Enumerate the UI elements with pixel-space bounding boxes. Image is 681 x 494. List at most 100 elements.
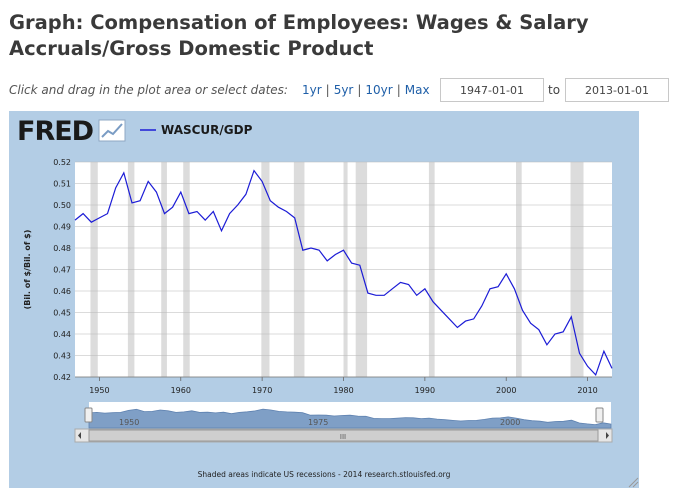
scroll-right-arrow-icon[interactable]	[606, 432, 609, 439]
data-point[interactable]	[74, 219, 77, 222]
fred-logo-chart-icon	[98, 119, 126, 142]
data-point[interactable]	[513, 287, 516, 290]
resize-grip-icon[interactable]	[628, 477, 639, 488]
x-tick-label: 1970	[252, 386, 272, 395]
range-10yr-link[interactable]: 10yr	[365, 83, 393, 97]
date-instruction: Click and drag in the plot area or selec…	[9, 83, 288, 97]
data-point[interactable]	[122, 171, 125, 174]
data-point[interactable]	[277, 206, 280, 209]
data-point[interactable]	[106, 212, 109, 215]
x-tick-label: 1950	[89, 386, 109, 395]
data-point[interactable]	[90, 221, 93, 224]
data-point[interactable]	[578, 352, 581, 355]
data-point[interactable]	[212, 210, 215, 213]
date-range-controls: Click and drag in the plot area or selec…	[9, 78, 679, 102]
data-point[interactable]	[342, 249, 345, 252]
data-point[interactable]	[204, 219, 207, 222]
data-point[interactable]	[375, 294, 378, 297]
data-point[interactable]	[334, 253, 337, 256]
data-point[interactable]	[383, 294, 386, 297]
data-point[interactable]	[114, 186, 117, 189]
navigator-label-2000: 2000	[500, 418, 520, 427]
data-point[interactable]	[415, 294, 418, 297]
range-5yr-link[interactable]: 5yr	[333, 83, 354, 97]
data-point[interactable]	[602, 350, 605, 353]
data-point[interactable]	[594, 373, 597, 376]
data-point[interactable]	[358, 264, 361, 267]
scrollbar-thumb[interactable]	[88, 429, 599, 442]
data-point[interactable]	[505, 272, 508, 275]
data-point[interactable]	[423, 287, 426, 290]
data-point[interactable]	[163, 212, 166, 215]
y-tick-label: 0.43	[53, 352, 71, 361]
x-tick-label: 2000	[496, 386, 516, 395]
data-point[interactable]	[285, 210, 288, 213]
data-point[interactable]	[147, 180, 150, 183]
data-point[interactable]	[529, 322, 532, 325]
fred-logo: FRED	[17, 116, 126, 147]
data-point[interactable]	[497, 285, 500, 288]
data-point[interactable]	[98, 216, 101, 219]
data-point[interactable]	[399, 281, 402, 284]
navigator-left-handle[interactable]	[84, 407, 93, 423]
data-point[interactable]	[293, 216, 296, 219]
y-tick-label: 0.47	[53, 266, 71, 275]
data-point[interactable]	[570, 315, 573, 318]
scrollbar-grip: III	[340, 433, 346, 441]
to-label: to	[548, 83, 561, 97]
chart-svg[interactable]: FRED WASCUR/GDP 0.42 0.43 0.44 0.45 0.46 0.47…	[9, 111, 639, 488]
data-point[interactable]	[228, 212, 231, 215]
data-point[interactable]	[318, 249, 321, 252]
data-point[interactable]	[562, 330, 565, 333]
range-max-link[interactable]: Max	[404, 83, 430, 97]
y-tick-label: 0.42	[53, 373, 71, 382]
data-point[interactable]	[480, 305, 483, 308]
navigator-right-handle[interactable]	[595, 407, 604, 423]
data-point[interactable]	[82, 212, 85, 215]
data-point[interactable]	[269, 199, 272, 202]
end-date-input[interactable]	[565, 78, 669, 102]
data-point[interactable]	[220, 229, 223, 232]
data-point[interactable]	[179, 191, 182, 194]
data-point[interactable]	[464, 320, 467, 323]
series-line-wascur-gdp	[74, 169, 613, 377]
navigator-series-area	[88, 408, 612, 429]
data-point[interactable]	[391, 287, 394, 290]
data-point[interactable]	[236, 204, 239, 207]
data-point[interactable]	[489, 287, 492, 290]
data-point[interactable]	[432, 300, 435, 303]
data-point[interactable]	[131, 201, 134, 204]
data-point[interactable]	[611, 367, 614, 370]
data-point[interactable]	[187, 212, 190, 215]
data-point[interactable]	[261, 180, 264, 183]
data-point[interactable]	[407, 283, 410, 286]
data-point[interactable]	[440, 309, 443, 312]
data-point[interactable]	[326, 259, 329, 262]
data-point[interactable]	[472, 317, 475, 320]
data-point[interactable]	[521, 309, 524, 312]
data-point[interactable]	[253, 169, 256, 172]
range-1yr-link[interactable]: 1yr	[301, 83, 322, 97]
data-point[interactable]	[155, 191, 158, 194]
start-date-input[interactable]	[440, 78, 544, 102]
x-tick-label: 2010	[577, 386, 597, 395]
data-point[interactable]	[545, 343, 548, 346]
data-point[interactable]	[244, 193, 247, 196]
page-title: Graph: Compensation of Employees: Wages …	[9, 11, 589, 60]
y-tick-label: 0.51	[53, 180, 71, 189]
data-point[interactable]	[448, 317, 451, 320]
graph-panel: FRED WASCUR/GDP 0.42 0.43 0.44 0.45 0.46 0.47…	[9, 111, 639, 488]
data-point[interactable]	[537, 328, 540, 331]
data-point[interactable]	[310, 247, 313, 250]
data-point[interactable]	[301, 249, 304, 252]
data-point[interactable]	[456, 326, 459, 329]
data-point[interactable]	[586, 365, 589, 368]
data-point[interactable]	[196, 210, 199, 213]
scroll-left-arrow-icon[interactable]	[78, 432, 81, 439]
data-point[interactable]	[554, 333, 557, 336]
data-point[interactable]	[171, 206, 174, 209]
data-point[interactable]	[350, 262, 353, 265]
data-point[interactable]	[139, 199, 142, 202]
data-point[interactable]	[366, 292, 369, 295]
y-tick-label: 0.46	[53, 287, 71, 296]
